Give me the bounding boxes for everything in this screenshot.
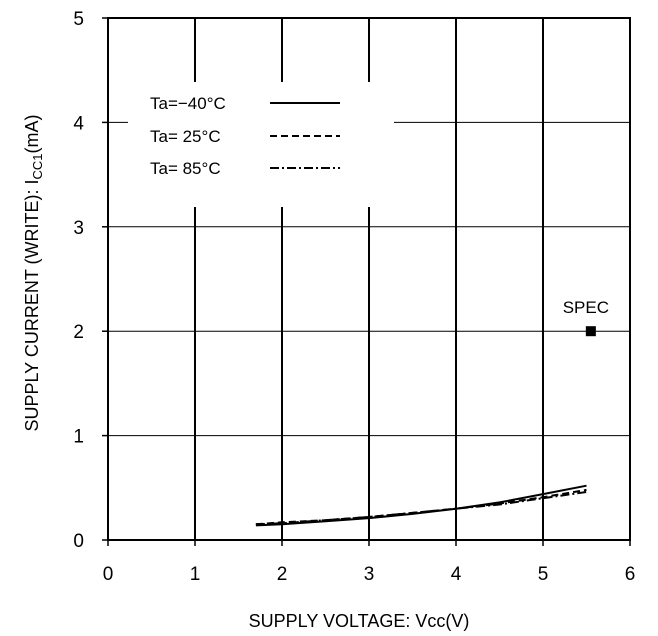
- x-tick-label: 0: [103, 564, 114, 585]
- x-tick-label: 2: [277, 564, 288, 585]
- y-tick-label: 4: [73, 113, 84, 134]
- legend-label: Ta= 85°C: [150, 159, 221, 178]
- series-line-1: [255, 484, 587, 527]
- y-tick-label: 2: [73, 322, 84, 343]
- y-tick-label: 0: [73, 531, 84, 552]
- y-axis-label-main: SUPPLY CURRENT (WRITE): I: [22, 179, 42, 431]
- series-line-3: [255, 491, 587, 526]
- y-tick-label: 5: [73, 9, 84, 30]
- x-tick-label: 6: [625, 564, 636, 585]
- x-axis-label: SUPPLY VOLTAGE: Vcc(V): [249, 611, 470, 631]
- x-tick-label: 4: [451, 564, 462, 585]
- legend: Ta=−40°C Ta= 25°C Ta= 85°C: [150, 94, 340, 178]
- spec-layer: SPEC: [563, 298, 609, 337]
- x-tick-label: 5: [538, 564, 549, 585]
- x-tick-label: 3: [364, 564, 375, 585]
- legend-label: Ta= 25°C: [150, 127, 221, 146]
- spec-marker: [585, 326, 596, 337]
- y-axis-label-unit: (mA): [22, 114, 42, 153]
- legend-background: [128, 82, 394, 207]
- x-tick-labels: 0 1 2 3 4 5 6: [103, 540, 636, 585]
- y-tick-label: 1: [73, 427, 84, 448]
- y-tick-labels: 0 1 2 3 4 5: [73, 9, 108, 552]
- y-axis-label-subscript: CC1: [30, 153, 45, 179]
- y-tick-label: 3: [73, 218, 84, 239]
- x-tick-label: 1: [190, 564, 201, 585]
- legend-label: Ta=−40°C: [150, 94, 226, 113]
- y-axis-label: SUPPLY CURRENT (WRITE): ICC1(mA): [22, 114, 45, 431]
- spec-label: SPEC: [563, 298, 609, 317]
- series-layer: [255, 484, 587, 527]
